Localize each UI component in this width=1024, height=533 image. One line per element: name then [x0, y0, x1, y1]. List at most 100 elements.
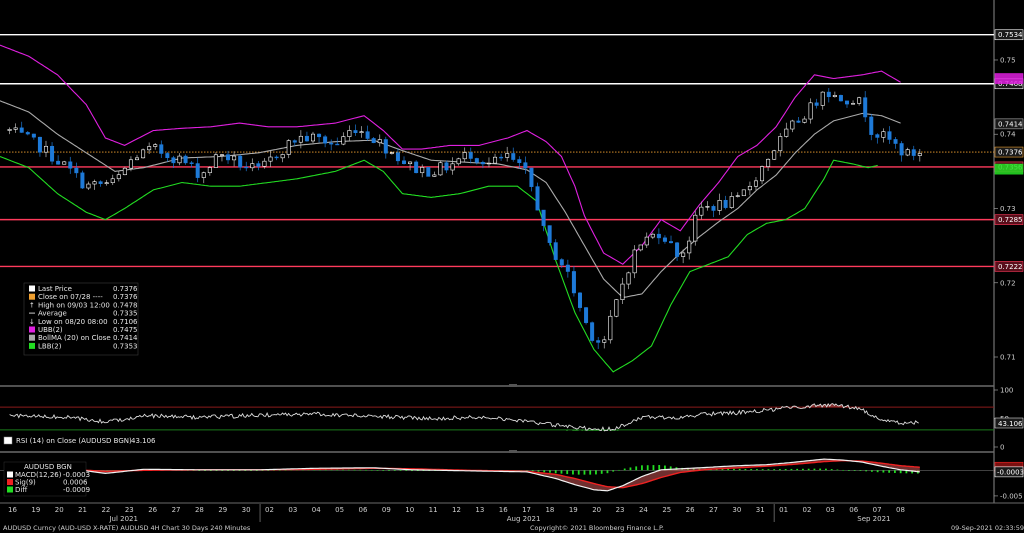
macd-diff-bar-128 [744, 468, 747, 471]
macd-diff-bar-71 [416, 470, 419, 472]
macd-diff-bar-100 [583, 470, 586, 475]
candle-body-147 [899, 143, 904, 156]
macd-diff-bar-106 [618, 469, 620, 471]
candle-body-57 [353, 130, 358, 133]
x-day-label-38: 08 [896, 506, 905, 514]
macd-diff-bar-40 [238, 470, 241, 471]
macd-diff-bar-111 [646, 465, 649, 471]
macd-diff-bar-96 [560, 470, 563, 474]
x-day-label-6: 26 [148, 506, 157, 514]
candle-body-143 [875, 134, 880, 138]
price-tick-label-1: 0.74 [1000, 131, 1016, 139]
x-day-label-12: 03 [288, 506, 297, 514]
candle-body-115 [705, 206, 710, 208]
macd-diff-bar-147 [853, 470, 856, 471]
macd-legend-rows: MACD(12,26) -0.0003 Sig(9) 0.0006 Diff -0.000… [7, 471, 90, 494]
candle-body-139 [851, 103, 856, 105]
rsi-ob-fill-539 [834, 403, 837, 408]
macd-diff-bar-98 [572, 470, 574, 475]
macd-diff-bar-136 [790, 468, 793, 471]
lower-bollinger-band-line [0, 155, 878, 373]
macd-diff-bar-95 [554, 470, 557, 474]
price-axis-tags: 0.7414 0.7376 [994, 73, 1024, 175]
x-day-label-29: 26 [686, 506, 695, 514]
legend-label-5: UBB(2) [38, 326, 63, 334]
macd-diff-bar-148 [859, 470, 862, 471]
candle-body-90 [553, 242, 558, 260]
candle-body-81 [499, 156, 504, 159]
legend-value-5: 0.7475 [113, 326, 138, 334]
macd-diff-bar-143 [830, 469, 833, 471]
candle-body-108 [662, 237, 667, 242]
candle-body-135 [826, 91, 831, 98]
candle-body-97 [596, 340, 601, 343]
x-month-label-2: Sep 2021 [857, 515, 890, 523]
rsi-os-fill-370 [575, 429, 578, 431]
macd-legend-label-0: MACD(12,26) [15, 471, 62, 479]
rsi-os-fill-381 [592, 429, 594, 431]
x-day-label-18: 11 [429, 506, 438, 514]
rsi-ob-fill-513 [794, 406, 797, 408]
candle-body-137 [838, 95, 843, 102]
macd-tick-label-1: -0.005 [1000, 492, 1023, 500]
macd-line [9, 458, 920, 492]
rsi-ob-fill-541 [837, 405, 840, 408]
x-day-label-0: 16 [8, 506, 17, 514]
rsi-os-fill-379 [589, 429, 591, 431]
macd-diff-bar-37 [221, 470, 224, 471]
candle-body-120 [735, 195, 740, 197]
macd-diff-bar-99 [577, 470, 580, 475]
macd-diff-bar-154 [893, 470, 896, 473]
macd-diff-bar-58 [342, 469, 344, 471]
candle-body-102 [626, 272, 631, 285]
rsi-os-fill-383 [595, 429, 598, 431]
macd-diff-bar-38 [227, 470, 229, 471]
macd-diff-bar-152 [882, 470, 885, 473]
candle-body-142 [869, 116, 874, 135]
macd-diff-bar-54 [319, 469, 321, 471]
rsi-os-fill-374 [581, 429, 584, 431]
candle-body-21 [135, 157, 140, 161]
candle-body-40 [250, 163, 255, 169]
x-day-label-27: 24 [639, 506, 648, 514]
candle-body-49 [304, 135, 309, 142]
x-day-label-4: 22 [101, 506, 110, 514]
candle-body-110 [675, 242, 680, 257]
rsi-ob-fill-547 [846, 405, 849, 408]
x-day-label-32: 31 [756, 506, 765, 514]
legend-swatch-5 [29, 326, 35, 333]
candle-body-94 [577, 292, 582, 308]
macd-diff-bar-72 [422, 470, 425, 471]
rsi-os-fill-378 [587, 429, 590, 431]
candle-body-13 [86, 183, 91, 189]
rsi-os-fill-380 [590, 429, 593, 431]
candle-body-112 [687, 240, 692, 254]
legend-value-1: 0.7376 [113, 293, 138, 301]
macd-diff-bar-70 [411, 470, 413, 472]
macd-diff-bar-103 [600, 470, 603, 474]
macd-diff-bar-110 [641, 465, 643, 471]
footer-copyright: Copyright© 2021 Bloomberg Finance L.P. [530, 524, 664, 532]
rsi-ob-fill-524 [811, 404, 814, 408]
macd-legend-value-0: -0.0003 [63, 471, 90, 479]
candle-body-25 [159, 144, 164, 154]
macd-diff-bar-130 [756, 469, 758, 471]
macd-diff-bar-150 [871, 470, 873, 472]
candle-body-26 [165, 153, 170, 159]
macd-diff-bar-57 [336, 469, 339, 471]
candle-body-20 [128, 159, 133, 169]
candle-body-85 [523, 162, 528, 169]
macd-legend: AUDUSD BGN MACD(12,26) -0.0003 Sig(9) 0.000… [3, 461, 90, 497]
x-day-label-1: 19 [31, 506, 40, 514]
price-tag-box-0 [994, 73, 1024, 84]
candle-body-78 [480, 162, 485, 165]
candle-body-77 [474, 158, 479, 163]
candle-body-83 [511, 153, 516, 160]
rsi-os-fill-382 [593, 429, 596, 431]
rsi-os-fill-371 [576, 429, 579, 431]
candle-body-76 [468, 152, 473, 159]
macd-legend-swatch-1 [7, 479, 13, 485]
macd-diff-bar-157 [911, 470, 914, 474]
